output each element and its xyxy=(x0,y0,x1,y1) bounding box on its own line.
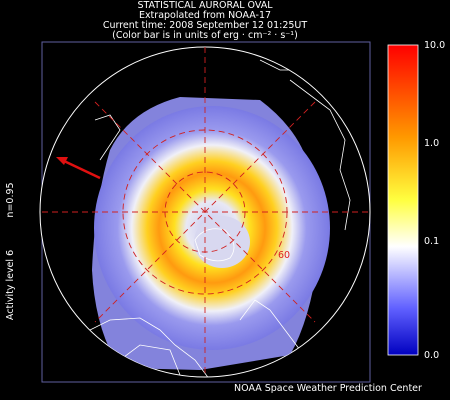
header-line: Extrapolated from NOAA-17 xyxy=(139,10,271,21)
latitude-label: 60 xyxy=(278,250,290,261)
lat-lon-grid xyxy=(42,47,370,377)
colorbar-label: 1.0 xyxy=(424,138,439,149)
side-label: Activity level 6 xyxy=(5,250,16,320)
header-line: STATISTICAL AURORAL OVAL xyxy=(137,0,273,11)
header: STATISTICAL AURORAL OVAL Extrapolated fr… xyxy=(103,0,308,41)
colorbar-label: 10.0 xyxy=(424,40,445,51)
colorbar-labels: 10.0 1.0 0.1 0.0 xyxy=(424,40,445,361)
sun-arrow-head xyxy=(56,157,68,165)
colorbar-label: 0.0 xyxy=(424,350,439,361)
header-line: Current time: 2008 September 12 01:25UT xyxy=(103,20,308,31)
colorbar-label: 0.1 xyxy=(424,236,439,247)
colorbar xyxy=(387,44,419,356)
side-label: n=0.95 xyxy=(5,182,16,217)
header-line: (Color bar is in units of erg · cm⁻² · s… xyxy=(112,30,298,41)
sun-arrow xyxy=(63,159,101,180)
footer-credit: NOAA Space Weather Prediction Center xyxy=(234,383,422,394)
auroral-oval xyxy=(92,97,330,370)
